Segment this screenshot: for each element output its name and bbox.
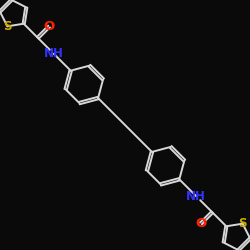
- Text: S: S: [3, 20, 12, 33]
- Text: O: O: [195, 217, 206, 230]
- Text: O: O: [44, 20, 55, 33]
- Text: S: S: [238, 217, 247, 230]
- Text: NH: NH: [186, 190, 206, 203]
- Text: NH: NH: [44, 47, 64, 60]
